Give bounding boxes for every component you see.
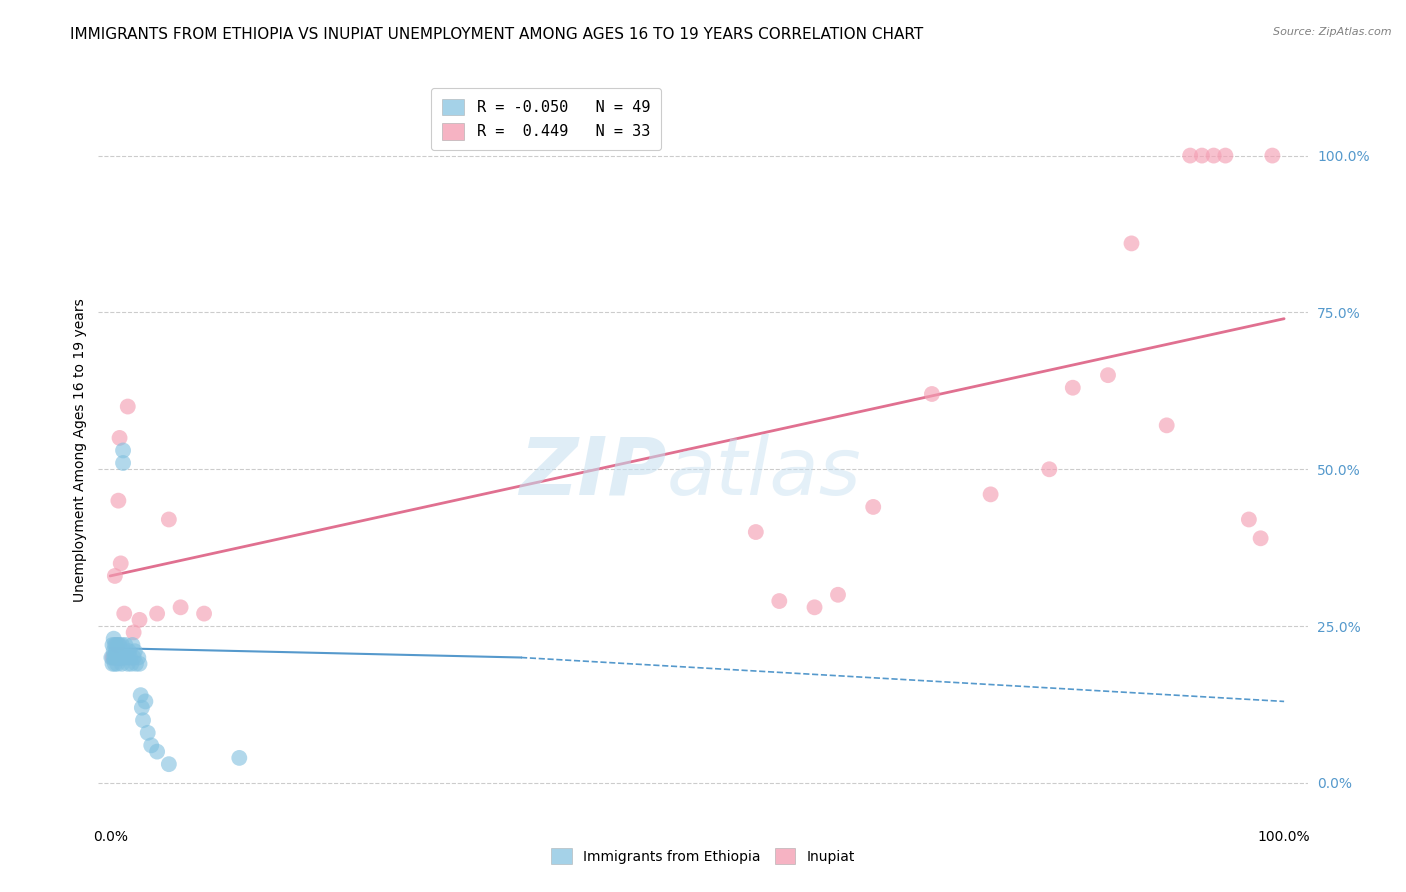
- Point: [110, 650, 132, 665]
- Point: [103, 650, 125, 665]
- Point: [112, 650, 135, 665]
- Point: [157, 512, 180, 526]
- Point: [228, 751, 250, 765]
- Point: [1237, 512, 1260, 526]
- Point: [108, 431, 131, 445]
- Point: [157, 757, 180, 772]
- Point: [1097, 368, 1119, 383]
- Legend: Immigrants from Ethiopia, Inupiat: Immigrants from Ethiopia, Inupiat: [546, 843, 860, 869]
- Point: [129, 688, 152, 702]
- Point: [124, 644, 146, 658]
- Point: [120, 650, 142, 665]
- Point: [1121, 236, 1143, 251]
- Point: [193, 607, 215, 621]
- Point: [745, 524, 768, 539]
- Point: [111, 657, 134, 671]
- Point: [105, 644, 128, 658]
- Text: IMMIGRANTS FROM ETHIOPIA VS INUPIAT UNEMPLOYMENT AMONG AGES 16 TO 19 YEARS CORRE: IMMIGRANTS FROM ETHIOPIA VS INUPIAT UNEM…: [70, 27, 924, 42]
- Point: [108, 638, 131, 652]
- Point: [105, 638, 128, 652]
- Point: [122, 650, 145, 665]
- Point: [132, 713, 155, 727]
- Point: [117, 400, 139, 414]
- Point: [112, 456, 135, 470]
- Point: [122, 625, 145, 640]
- Point: [105, 650, 128, 665]
- Point: [104, 657, 127, 671]
- Text: Source: ZipAtlas.com: Source: ZipAtlas.com: [1274, 27, 1392, 37]
- Point: [980, 487, 1002, 501]
- Point: [105, 657, 128, 671]
- Point: [104, 569, 127, 583]
- Point: [108, 650, 131, 665]
- Point: [128, 613, 150, 627]
- Point: [104, 638, 127, 652]
- Point: [104, 650, 127, 665]
- Point: [101, 650, 124, 665]
- Point: [105, 638, 128, 652]
- Point: [1062, 381, 1084, 395]
- Point: [136, 726, 159, 740]
- Text: ZIP: ZIP: [519, 434, 666, 512]
- Point: [107, 638, 129, 652]
- Point: [111, 650, 134, 665]
- Point: [115, 650, 138, 665]
- Text: atlas: atlas: [666, 434, 862, 512]
- Point: [118, 644, 141, 658]
- Point: [1261, 148, 1284, 162]
- Point: [107, 644, 129, 658]
- Point: [103, 644, 125, 658]
- Y-axis label: Unemployment Among Ages 16 to 19 years: Unemployment Among Ages 16 to 19 years: [73, 299, 87, 602]
- Point: [1215, 148, 1237, 162]
- Point: [121, 638, 143, 652]
- Point: [1156, 418, 1178, 433]
- Point: [1038, 462, 1060, 476]
- Point: [146, 745, 169, 759]
- Point: [110, 557, 132, 571]
- Point: [112, 607, 135, 621]
- Point: [131, 700, 153, 714]
- Point: [112, 443, 135, 458]
- Point: [120, 657, 142, 671]
- Point: [111, 638, 134, 652]
- Point: [105, 650, 128, 665]
- Point: [128, 657, 150, 671]
- Point: [1202, 148, 1225, 162]
- Point: [141, 739, 163, 753]
- Point: [103, 632, 125, 646]
- Point: [169, 600, 191, 615]
- Point: [862, 500, 884, 514]
- Point: [134, 694, 156, 708]
- Point: [827, 588, 849, 602]
- Point: [101, 638, 124, 652]
- Point: [107, 650, 129, 665]
- Point: [1191, 148, 1213, 162]
- Point: [125, 657, 148, 671]
- Point: [105, 644, 128, 658]
- Point: [803, 600, 825, 615]
- Point: [107, 493, 129, 508]
- Point: [117, 657, 139, 671]
- Point: [146, 607, 169, 621]
- Point: [768, 594, 790, 608]
- Point: [1250, 531, 1272, 545]
- Point: [127, 650, 149, 665]
- Point: [114, 638, 136, 652]
- Point: [921, 387, 943, 401]
- Point: [1180, 148, 1202, 162]
- Point: [101, 657, 124, 671]
- Point: [110, 644, 132, 658]
- Point: [100, 650, 122, 665]
